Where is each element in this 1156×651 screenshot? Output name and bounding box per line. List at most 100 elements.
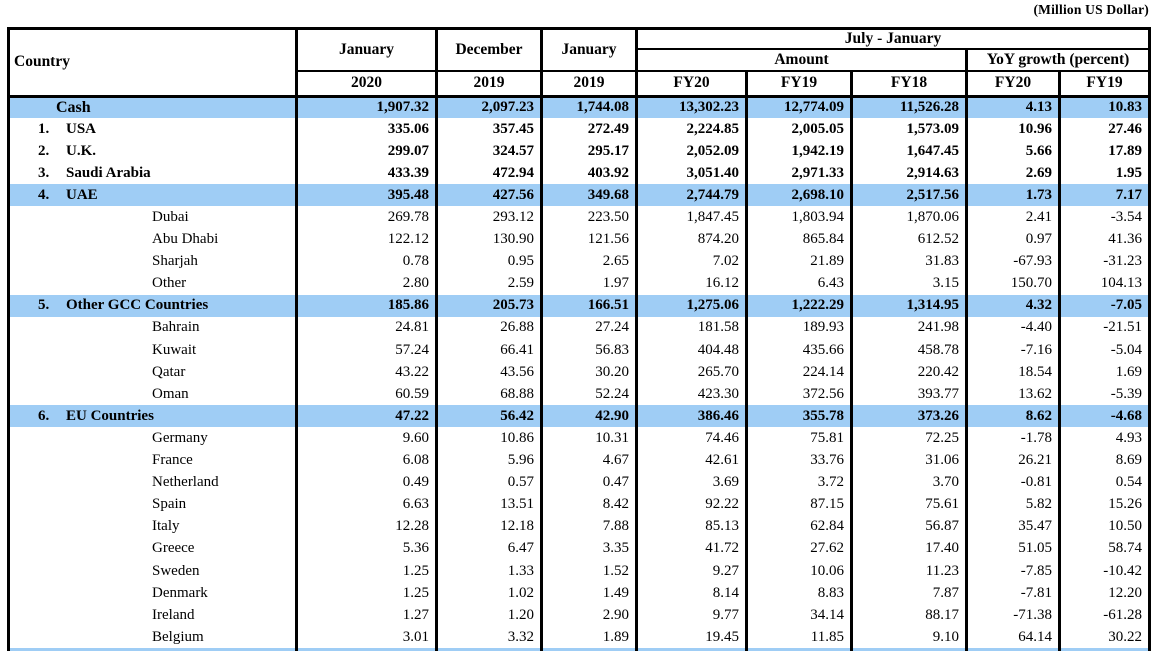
value-cell: 3.01 xyxy=(295,626,438,649)
value-cell: -4.68 xyxy=(1057,405,1152,428)
value-cell: 357.45 xyxy=(435,118,543,141)
value-cell: 42.90 xyxy=(540,405,638,428)
country-table: Country January December January July - … xyxy=(7,27,1152,651)
value-cell: 57.24 xyxy=(295,339,438,362)
header-year-2019b: 2019 xyxy=(540,71,638,98)
value-cell: 2,052.09 xyxy=(635,140,748,163)
value-cell: 62.84 xyxy=(745,515,853,538)
value-cell: 19.45 xyxy=(635,626,748,649)
value-cell: 3.69 xyxy=(635,471,748,494)
table-row: 4. UAE 395.48 427.56 349.68 2,744.79 2,69… xyxy=(7,184,1152,207)
value-cell: 335.06 xyxy=(295,118,438,141)
value-cell: 293.12 xyxy=(435,206,543,229)
country-label: Germany xyxy=(152,429,208,446)
value-cell: 355.78 xyxy=(745,405,853,428)
value-cell: 56.87 xyxy=(850,515,968,538)
value-cell: 2.80 xyxy=(295,272,438,295)
value-cell: 2,005.05 xyxy=(745,118,853,141)
country-cell: Italy xyxy=(7,515,298,538)
value-cell: 41.36 xyxy=(1057,228,1152,251)
header-row-subgroup: Amount YoY growth (percent) xyxy=(9,49,1152,72)
country-cell: Netherland xyxy=(7,471,298,494)
value-cell: -0.81 xyxy=(965,471,1061,494)
value-cell: 1,275.06 xyxy=(635,294,748,317)
value-cell: 92.22 xyxy=(635,493,748,516)
value-cell: 1.27 xyxy=(295,604,438,627)
value-cell: 1.49 xyxy=(540,582,638,605)
value-cell: 3.72 xyxy=(745,471,853,494)
value-cell: 458.78 xyxy=(850,339,968,362)
value-cell: -3.54 xyxy=(1057,206,1152,229)
value-cell: 8.69 xyxy=(1057,449,1152,472)
row-number: 6. xyxy=(38,407,50,424)
value-cell: 1.69 xyxy=(1057,361,1152,384)
country-cell: Denmark xyxy=(7,582,298,605)
header-amount-fy19: FY19 xyxy=(745,71,853,98)
value-cell: 30.20 xyxy=(540,361,638,384)
value-cell: 12.18 xyxy=(435,515,543,538)
value-cell: 68.88 xyxy=(435,383,543,406)
table-row: Germany 9.60 10.86 10.31 74.46 75.81 72.… xyxy=(7,427,1152,450)
table-row: Dubai 269.78 293.12 223.50 1,847.45 1,80… xyxy=(7,206,1152,229)
value-cell: 58.74 xyxy=(1057,537,1152,560)
country-label: Greece xyxy=(152,540,195,557)
table-row: Abu Dhabi 122.12 130.90 121.56 874.20 86… xyxy=(7,228,1152,251)
country-label: Abu Dhabi xyxy=(152,231,219,248)
value-cell: 2,097.23 xyxy=(435,96,543,119)
country-label: Kuwait xyxy=(152,341,197,358)
value-cell: 404.48 xyxy=(635,339,748,362)
value-cell: -67.93 xyxy=(965,250,1061,273)
value-cell: 403.92 xyxy=(540,162,638,185)
country-cell: Qatar xyxy=(7,361,298,384)
country-label: U.K. xyxy=(66,142,96,159)
value-cell: 12.28 xyxy=(295,515,438,538)
value-cell: 10.31 xyxy=(540,427,638,450)
country-label: Other xyxy=(152,275,187,292)
value-cell: 0.49 xyxy=(295,471,438,494)
value-cell: 223.50 xyxy=(540,206,638,229)
value-cell: 74.46 xyxy=(635,427,748,450)
value-cell: 6.47 xyxy=(435,537,543,560)
country-label: Cash xyxy=(56,98,91,116)
value-cell: 2.59 xyxy=(435,272,543,295)
value-cell: 272.49 xyxy=(540,118,638,141)
value-cell: 1.33 xyxy=(435,559,543,583)
value-cell: 7.17 xyxy=(1057,184,1152,207)
value-cell: 88.17 xyxy=(850,604,968,627)
value-cell: 5.82 xyxy=(965,493,1061,516)
value-cell: 31.06 xyxy=(850,449,968,472)
value-cell: -7.85 xyxy=(965,559,1061,583)
value-cell: 122.12 xyxy=(295,228,438,251)
value-cell: 2.41 xyxy=(965,206,1061,229)
value-cell: 1,803.94 xyxy=(745,206,853,229)
value-cell: 1.73 xyxy=(965,184,1061,207)
value-cell: 56.83 xyxy=(540,339,638,362)
table-footer-strip xyxy=(7,648,1152,651)
country-cell: Kuwait xyxy=(7,339,298,362)
value-cell: 21.89 xyxy=(745,250,853,273)
value-cell: 8.14 xyxy=(635,582,748,605)
value-cell: 104.13 xyxy=(1057,272,1152,295)
value-cell: 427.56 xyxy=(435,184,543,207)
value-cell: 472.94 xyxy=(435,162,543,185)
value-cell: 5.66 xyxy=(965,140,1061,163)
value-cell: 1,907.32 xyxy=(295,96,438,119)
value-cell: -71.38 xyxy=(965,604,1061,627)
value-cell: 47.22 xyxy=(295,405,438,428)
header-amount: Amount xyxy=(635,49,968,72)
value-cell: 13.62 xyxy=(965,383,1061,406)
value-cell: 11.23 xyxy=(850,559,968,583)
value-cell: 18.54 xyxy=(965,361,1061,384)
value-cell: 72.25 xyxy=(850,427,968,450)
table-row: Cash 1,907.32 2,097.23 1,744.08 13,302.2… xyxy=(7,96,1152,119)
value-cell: 166.51 xyxy=(540,294,638,317)
value-cell: 2,971.33 xyxy=(745,162,853,185)
value-cell: 51.05 xyxy=(965,537,1061,560)
value-cell: 10.83 xyxy=(1057,96,1152,119)
value-cell: 52.24 xyxy=(540,383,638,406)
country-label: Netherland xyxy=(152,474,219,491)
table-row: Other 2.80 2.59 1.97 16.12 6.43 3.15 150… xyxy=(7,272,1152,295)
value-cell: 11.85 xyxy=(745,626,853,649)
value-cell: -21.51 xyxy=(1057,316,1152,340)
value-cell: 1.89 xyxy=(540,626,638,649)
